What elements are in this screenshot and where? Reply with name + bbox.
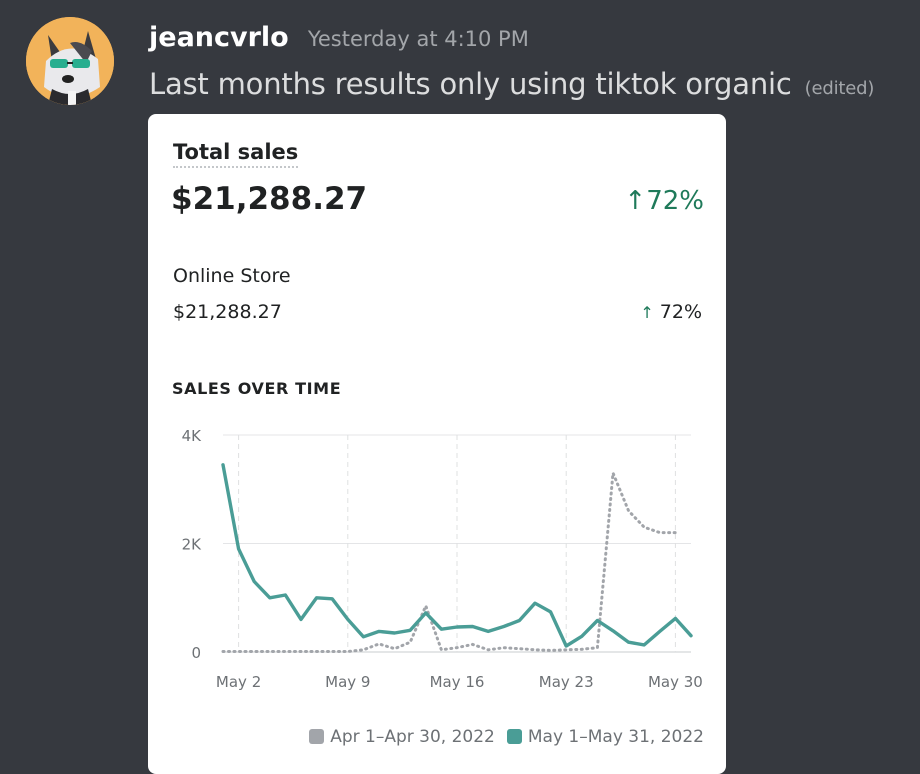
- attachment-image[interactable]: Total sales $21,288.27 ↑72% Online Store…: [148, 114, 726, 774]
- legend-label: Apr 1–Apr 30, 2022: [330, 727, 495, 747]
- x-tick-label: May 23: [539, 673, 594, 691]
- x-tick-label: May 2: [216, 673, 261, 691]
- card-title: Total sales: [173, 140, 299, 168]
- message-timestamp[interactable]: Yesterday at 4:10 PM: [307, 27, 529, 51]
- total-sales-value: $21,288.27: [171, 181, 368, 217]
- sales-over-time-chart: 4K 2K 0 May 2 May 9 May 16 May 23 May 30: [182, 427, 703, 691]
- x-tick-label: May 30: [648, 673, 703, 691]
- total-sales-change: ↑72%: [624, 186, 704, 216]
- message-content: Last months results only using tiktok or…: [149, 67, 874, 101]
- legend-item-current-period[interactable]: May 1–May 31, 2022: [506, 727, 704, 747]
- series-line-previous-period: [221, 471, 677, 653]
- avatar[interactable]: [26, 17, 114, 105]
- total-change-label: 72%: [646, 186, 704, 216]
- x-tick-label: May 9: [325, 673, 370, 691]
- x-tick-label: May 16: [430, 673, 485, 691]
- chart-grid: [223, 434, 691, 653]
- y-tick-label: 2K: [182, 536, 203, 554]
- legend-item-previous-period[interactable]: Apr 1–Apr 30, 2022: [309, 727, 495, 747]
- online-store-label: Online Store: [173, 265, 291, 287]
- y-tick-label: 4K: [182, 427, 203, 445]
- y-axis-ticks: 4K 2K 0: [182, 427, 203, 662]
- store-change-label: 72%: [659, 301, 702, 323]
- legend-label: May 1–May 31, 2022: [527, 727, 704, 747]
- edited-marker: (edited): [804, 78, 875, 99]
- x-axis-ticks: May 2 May 9 May 16 May 23 May 30: [216, 673, 703, 691]
- username[interactable]: jeancvrlo: [149, 22, 289, 53]
- arrow-up-icon: ↑: [640, 303, 654, 322]
- message-header: jeancvrlo Yesterday at 4:10 PM: [149, 22, 529, 53]
- chart-series: [221, 463, 693, 653]
- legend-swatch: [309, 729, 325, 744]
- y-tick-label: 0: [191, 644, 201, 662]
- message-text: Last months results only using tiktok or…: [149, 67, 792, 101]
- online-store-value: $21,288.27: [173, 301, 282, 323]
- chart-legend: Apr 1–Apr 30, 2022 May 1–May 31, 2022: [297, 727, 704, 747]
- arrow-up-icon: ↑: [624, 186, 647, 216]
- wolf-avatar-icon: [26, 17, 114, 105]
- series-line-current-period: [221, 463, 693, 648]
- sales-over-time-title: SALES OVER TIME: [172, 379, 342, 398]
- online-store-change: ↑ 72%: [640, 301, 702, 323]
- legend-swatch: [506, 729, 522, 744]
